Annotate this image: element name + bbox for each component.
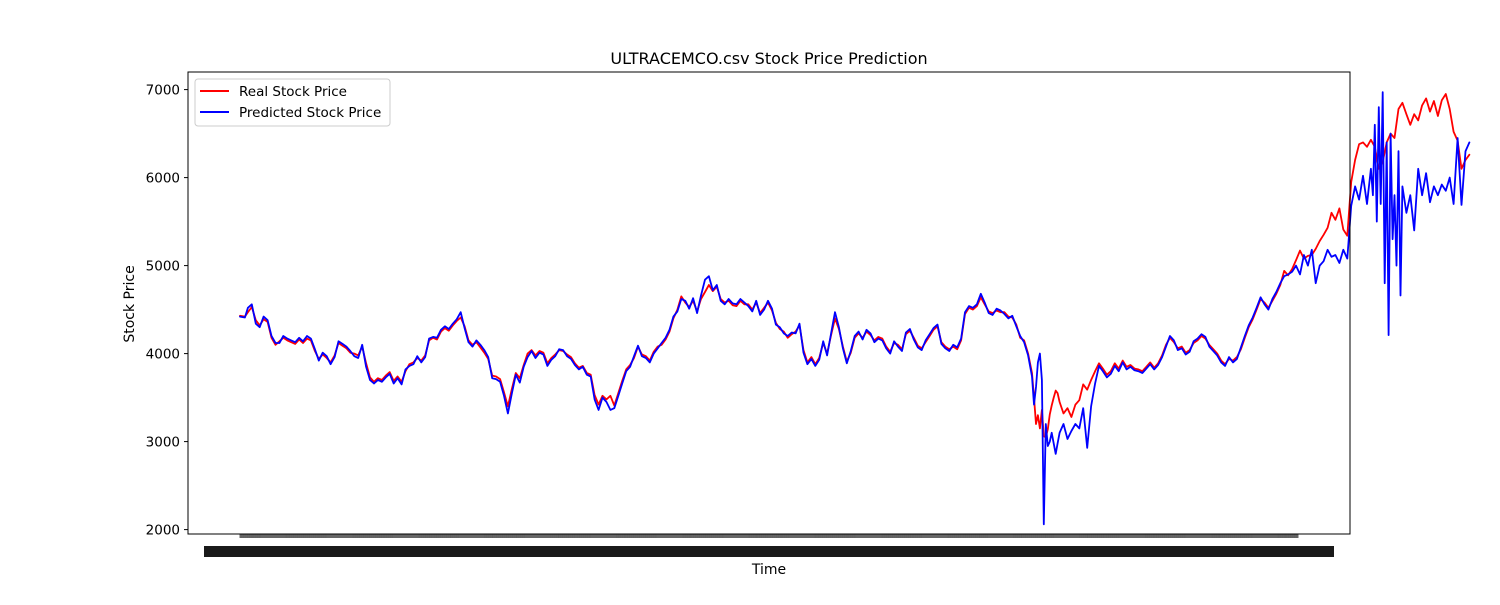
legend: Real Stock Price Predicted Stock Price	[194, 78, 391, 127]
series-layer	[239, 91, 1471, 526]
y-tick-label: 3000	[146, 435, 180, 451]
y-axis-ticks: 2000 3000 4000 5000 6000 7000	[146, 83, 188, 539]
chart-title: ULTRACEMCO.csv Stock Price Prediction	[610, 49, 927, 68]
series-line-predicted	[239, 91, 1471, 526]
y-tick-label: 7000	[146, 83, 180, 99]
legend-label-real: Real Stock Price	[239, 84, 347, 100]
y-tick-label: 5000	[146, 259, 180, 275]
y-tick-label: 4000	[146, 347, 180, 363]
legend-label-predicted: Predicted Stock Price	[239, 105, 381, 121]
plot-frame	[187, 71, 1351, 535]
y-axis-label: Stock Price	[122, 265, 138, 342]
legend-box	[194, 78, 391, 127]
x-axis-label: Time	[751, 562, 786, 578]
x-axis-ticks	[204, 534, 1334, 557]
y-tick-label: 6000	[146, 171, 180, 187]
x-tick-marks	[239, 534, 1299, 538]
x-tick-labels-overlap	[204, 546, 1334, 557]
y-tick-label: 2000	[146, 523, 180, 539]
